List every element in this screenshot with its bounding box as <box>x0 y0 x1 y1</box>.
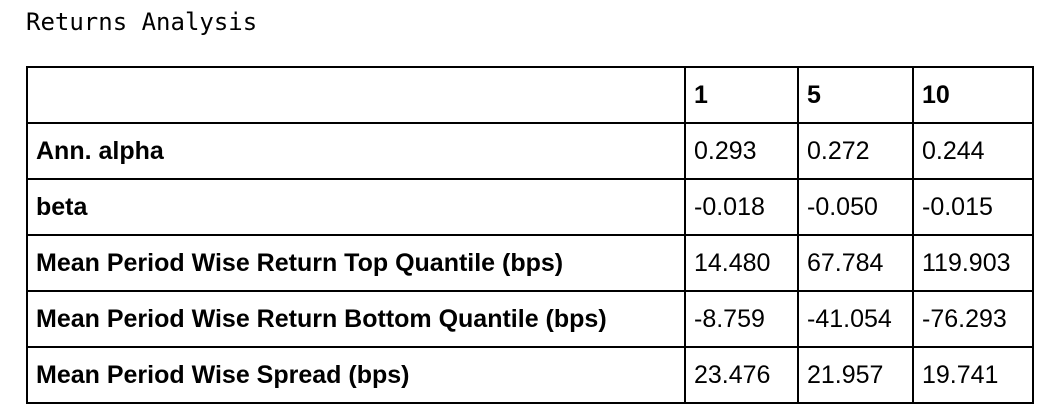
table-row: Mean Period Wise Spread (bps) 23.476 21.… <box>26 346 1034 404</box>
table-cell: -0.018 <box>684 178 799 236</box>
table-cell: 23.476 <box>684 346 799 404</box>
row-label: beta <box>26 178 686 236</box>
row-label: Mean Period Wise Return Top Quantile (bp… <box>26 234 686 292</box>
table-cell: 67.784 <box>797 234 914 292</box>
header-row: 1 5 10 <box>26 66 1034 124</box>
table-row: Mean Period Wise Return Top Quantile (bp… <box>26 234 1034 292</box>
header-cell-index <box>26 66 686 124</box>
table-cell: -0.050 <box>797 178 914 236</box>
table-cell: 14.480 <box>684 234 799 292</box>
table-cell: -8.759 <box>684 290 799 348</box>
header-cell-5: 5 <box>797 66 914 124</box>
table-cell: 0.244 <box>912 122 1034 180</box>
table-cell: -76.293 <box>912 290 1034 348</box>
row-label: Ann. alpha <box>26 122 686 180</box>
header-cell-10: 10 <box>912 66 1034 124</box>
row-label: Mean Period Wise Spread (bps) <box>26 346 686 404</box>
table-cell: 21.957 <box>797 346 914 404</box>
table-row: beta -0.018 -0.050 -0.015 <box>26 178 1034 236</box>
table-cell: -41.054 <box>797 290 914 348</box>
table-cell: 0.293 <box>684 122 799 180</box>
table-cell: 0.272 <box>797 122 914 180</box>
table-cell: -0.015 <box>912 178 1034 236</box>
table-caption: Returns Analysis <box>26 8 258 36</box>
table-row: Ann. alpha 0.293 0.272 0.244 <box>26 122 1034 180</box>
table-cell: 19.741 <box>912 346 1034 404</box>
returns-analysis-table: 1 5 10 Ann. alpha 0.293 0.272 0.244 beta… <box>26 66 1034 404</box>
row-label: Mean Period Wise Return Bottom Quantile … <box>26 290 686 348</box>
header-cell-1: 1 <box>684 66 799 124</box>
table-row: Mean Period Wise Return Bottom Quantile … <box>26 290 1034 348</box>
table-cell: 119.903 <box>912 234 1034 292</box>
